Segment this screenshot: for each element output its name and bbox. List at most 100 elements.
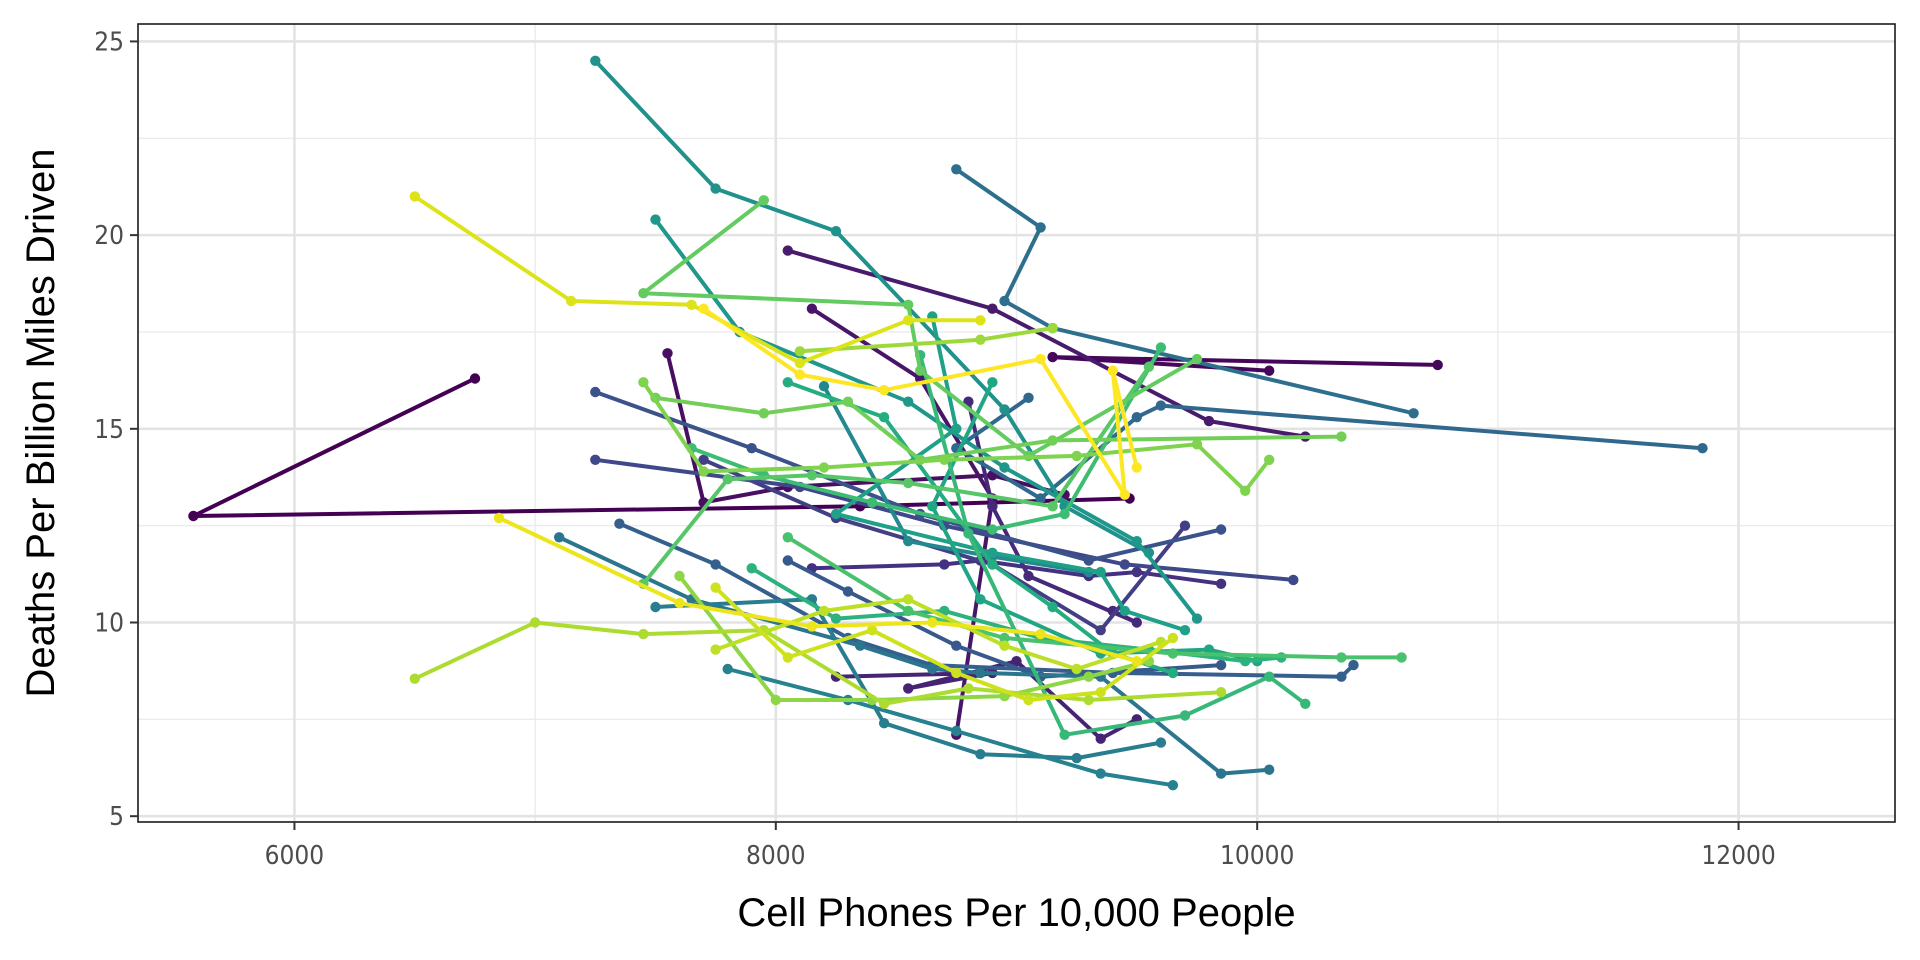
data-point	[1131, 656, 1143, 667]
data-point	[1035, 493, 1046, 504]
data-point	[698, 466, 709, 477]
data-point	[806, 470, 818, 481]
data-point	[1095, 687, 1106, 698]
data-point	[188, 510, 199, 522]
data-point	[746, 443, 757, 454]
data-point	[1215, 578, 1227, 589]
data-point	[1264, 365, 1275, 376]
data-point	[782, 377, 793, 388]
data-point	[963, 683, 974, 694]
series-32	[638, 377, 1275, 496]
data-point	[1215, 659, 1227, 671]
series-15	[951, 164, 1419, 419]
series-line	[918, 353, 1308, 737]
data-point	[1119, 559, 1131, 570]
data-point	[1143, 361, 1155, 372]
data-point	[1131, 462, 1143, 473]
data-point	[1155, 342, 1167, 353]
data-point	[1071, 752, 1082, 764]
data-point	[590, 454, 601, 465]
data-point	[951, 725, 962, 737]
data-point	[1215, 524, 1227, 535]
x-axis: 6000 8000 10000 12000	[265, 822, 1776, 871]
data-point	[999, 295, 1010, 307]
data-point	[1083, 555, 1094, 566]
y-axis: 5 10 15 20 25	[94, 27, 138, 832]
data-point	[782, 532, 793, 543]
data-point	[590, 386, 601, 398]
series-34	[794, 322, 1058, 357]
data-point	[842, 586, 854, 597]
data-point	[999, 632, 1010, 644]
data-point	[1264, 764, 1275, 775]
data-point	[987, 547, 998, 558]
data-point	[1095, 733, 1106, 744]
data-point	[1215, 687, 1227, 698]
y-tick-label: 10	[94, 609, 124, 639]
data-point	[903, 683, 914, 694]
data-point	[1059, 729, 1070, 740]
series-line	[809, 558, 1224, 586]
data-point	[1336, 671, 1347, 682]
data-point	[818, 462, 830, 473]
data-point	[866, 625, 878, 636]
data-point	[409, 673, 420, 684]
data-point	[1011, 656, 1022, 667]
data-point	[903, 396, 914, 407]
data-point	[1095, 625, 1106, 636]
data-point	[1179, 520, 1191, 531]
data-point	[1167, 648, 1179, 659]
data-point	[722, 474, 733, 485]
data-point	[674, 597, 685, 609]
data-point	[1167, 667, 1179, 679]
data-point	[951, 423, 962, 434]
data-point	[1240, 485, 1251, 496]
data-point	[903, 536, 914, 547]
data-point	[806, 303, 818, 314]
data-point	[854, 640, 866, 651]
series-line	[497, 515, 1139, 664]
data-point	[951, 164, 962, 175]
data-point	[1131, 617, 1143, 628]
data-point	[1191, 613, 1203, 624]
data-point	[1167, 632, 1179, 644]
data-point	[746, 563, 757, 574]
data-point	[710, 582, 721, 593]
data-point	[987, 559, 998, 570]
data-point	[999, 404, 1010, 415]
data-point	[758, 408, 769, 419]
data-point	[1336, 652, 1347, 663]
data-point	[1203, 644, 1215, 655]
data-point	[1035, 222, 1046, 233]
data-point	[1155, 400, 1167, 411]
data-point	[1023, 694, 1034, 706]
data-point	[1083, 671, 1094, 682]
data-point	[614, 518, 625, 529]
data-point	[1083, 694, 1094, 706]
data-point	[975, 667, 986, 679]
data-point	[469, 373, 481, 384]
data-point	[1059, 508, 1070, 520]
data-point	[1396, 652, 1407, 663]
plot-panel-border	[137, 23, 1896, 823]
data-point	[650, 214, 661, 225]
data-point	[1697, 443, 1708, 454]
data-point	[939, 559, 950, 570]
data-point	[1107, 365, 1119, 376]
data-point	[975, 334, 986, 345]
data-point	[782, 245, 793, 256]
series-line	[785, 248, 1308, 439]
series-line	[412, 620, 1224, 706]
data-point	[1348, 659, 1359, 671]
data-point	[818, 381, 830, 392]
data-point	[951, 667, 962, 679]
x-axis-title: Cell Phones Per 10,000 People	[737, 891, 1295, 935]
data-point	[1179, 625, 1191, 636]
data-point	[1095, 768, 1106, 779]
x-tick-label: 6000	[265, 841, 325, 871]
y-axis-title: Deaths Per Billion Miles Driven	[19, 148, 63, 697]
series-line	[930, 380, 1260, 664]
data-point	[987, 501, 998, 512]
series-line	[641, 364, 1151, 586]
series-line	[412, 194, 983, 365]
